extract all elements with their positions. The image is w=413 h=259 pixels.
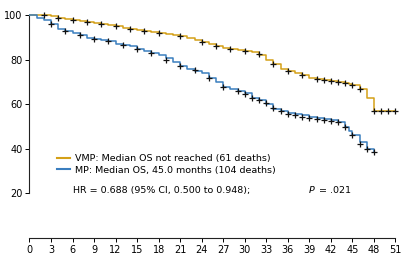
Text: HR = 0.688 (95% CI, 0.500 to 0.948);: HR = 0.688 (95% CI, 0.500 to 0.948);: [73, 186, 253, 195]
Text: P: P: [308, 186, 314, 195]
Text: = .021: = .021: [315, 186, 350, 195]
Legend: VMP: Median OS not reached (61 deaths), MP: Median OS, 45.0 months (104 deaths): VMP: Median OS not reached (61 deaths), …: [57, 154, 275, 175]
